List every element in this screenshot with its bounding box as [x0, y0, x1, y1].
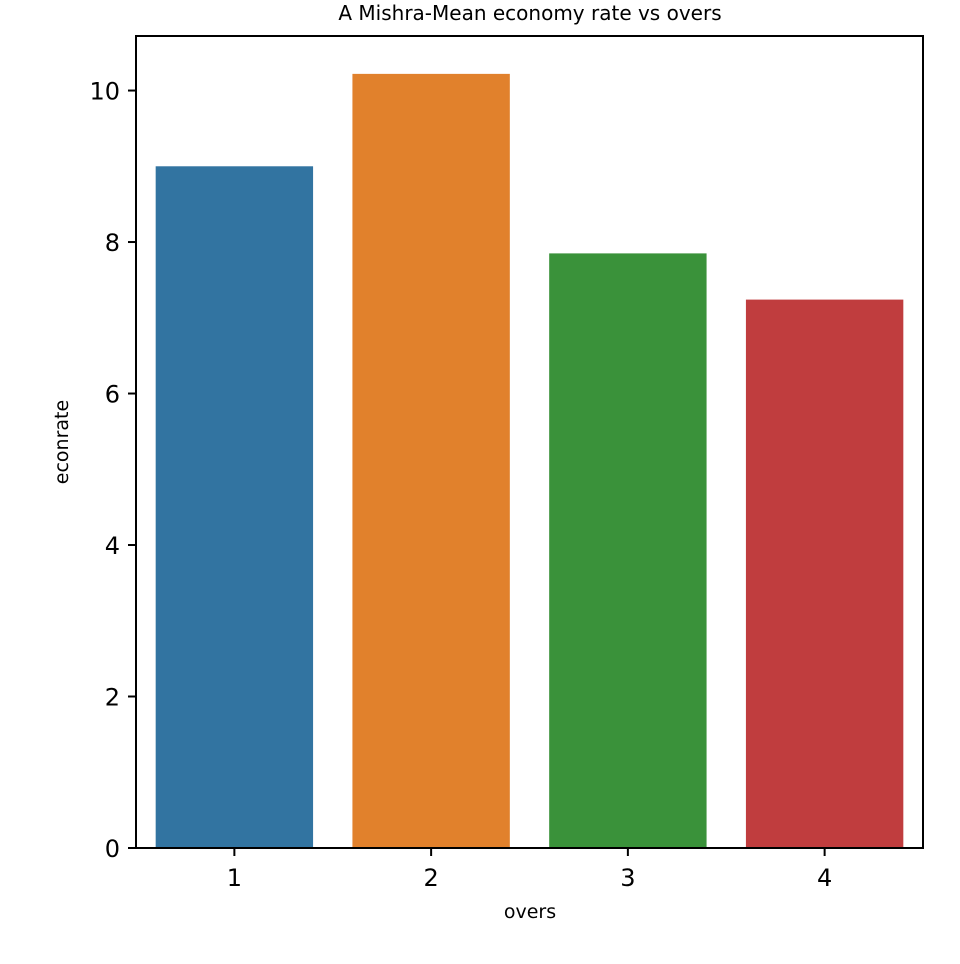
chart-title: A Mishra-Mean economy rate vs overs [338, 1, 721, 25]
y-tick-label: 8 [105, 229, 120, 257]
bar-3 [549, 253, 707, 848]
x-tick-label: 2 [423, 864, 438, 892]
plot-frame [135, 35, 924, 849]
bars-group [155, 73, 904, 849]
x-tick-label: 4 [817, 864, 832, 892]
x-tick-label: 1 [227, 864, 242, 892]
y-tick-label: 0 [105, 835, 120, 863]
bar-1 [155, 166, 314, 849]
y-axis-label: econrate [51, 400, 73, 484]
y-tick-label: 4 [105, 532, 120, 560]
bar-4 [745, 299, 904, 848]
y-axis-ticks: 0 2 4 6 8 10 [89, 78, 136, 863]
y-tick-label: 10 [89, 78, 120, 106]
y-tick-label: 2 [105, 684, 120, 712]
bar-2 [352, 73, 510, 849]
x-tick-label: 3 [620, 864, 635, 892]
y-tick-label: 6 [105, 381, 120, 409]
x-axis-label: overs [504, 901, 556, 923]
x-axis-ticks: 1 2 3 4 [227, 848, 832, 892]
